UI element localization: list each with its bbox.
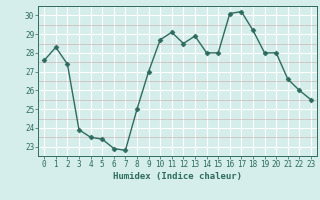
X-axis label: Humidex (Indice chaleur): Humidex (Indice chaleur)	[113, 172, 242, 181]
